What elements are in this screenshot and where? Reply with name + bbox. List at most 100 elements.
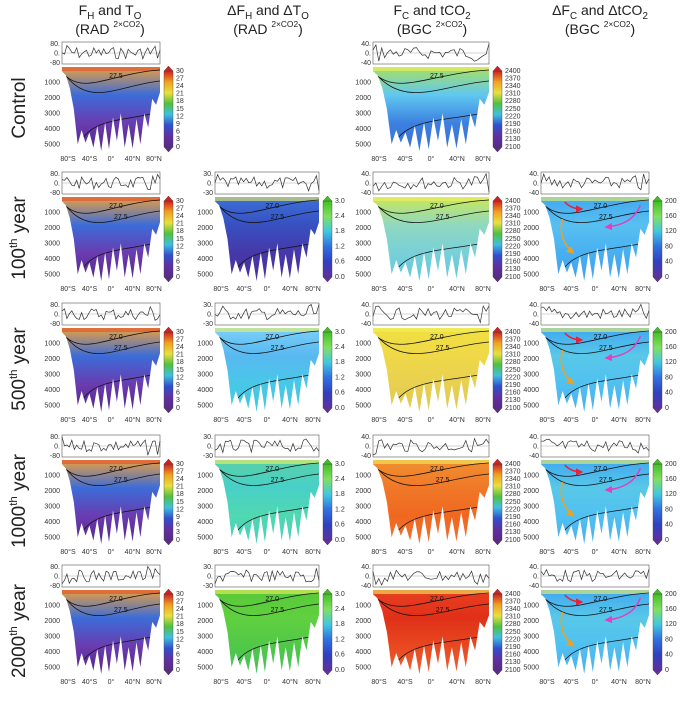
colorbar-tick-label: 2250: [505, 236, 521, 243]
colorbar-tick-label: 21: [176, 484, 184, 491]
colorbar-cap: [492, 65, 503, 72]
colorbar-tick-label: 2310: [505, 614, 521, 621]
text-part: (RAD: [75, 21, 113, 37]
colorbar: [163, 331, 174, 409]
depth-tick-label: 2000: [197, 225, 213, 232]
contour: [215, 330, 319, 345]
arrow: [564, 464, 584, 476]
colorbar-tick-label: 2220: [505, 243, 521, 250]
colorbar-cap: [652, 669, 663, 676]
lat-tick-label: 40°N: [125, 678, 141, 686]
colorbar-tick-label: 2220: [505, 636, 521, 643]
contour: [219, 469, 319, 486]
colorbar-tick-label: 2130: [505, 397, 521, 404]
flux-tick-label: -80: [50, 453, 60, 460]
colorbar-tick-label: 30: [176, 591, 184, 598]
flux-tick-label: -40: [361, 583, 371, 590]
colorbar-tick-label: 200: [665, 198, 677, 205]
contour-label: 27.0: [430, 203, 444, 210]
lat-tick-label: 80°N: [146, 678, 162, 686]
lat-tick-label: 80°N: [635, 548, 651, 556]
colorbar-cap: [492, 146, 503, 153]
colorbar-tick-label: 3: [176, 266, 180, 273]
flux-tick-label: -40: [529, 453, 539, 460]
flux-tick-label: 30.: [203, 171, 213, 178]
lat-tick-label: 40°S: [82, 678, 98, 686]
colorbar-cap: [652, 276, 663, 283]
lat-tick-label: 40°N: [449, 285, 465, 293]
depth-tick-label: 2000: [523, 488, 539, 495]
depth-tick-label: 1000: [523, 602, 539, 609]
flux-tick-label: -40: [529, 190, 539, 197]
colorbar-tick-label: 21: [176, 221, 184, 228]
flux-tick-label: 0.: [533, 443, 539, 450]
depth-tick-label: 3000: [355, 504, 371, 511]
depth-tick-label: 3000: [523, 634, 539, 641]
colorbar: [163, 200, 174, 278]
text-part: year: [9, 453, 30, 496]
depth-tick-label: 5000: [523, 665, 539, 672]
contour: [219, 599, 319, 616]
colorbar-tick-label: 2340: [505, 344, 521, 351]
colorbar-tick-label: 27: [176, 598, 184, 605]
colorbar-tick-label: 2190: [505, 251, 521, 258]
flux-tick-label: 0.: [533, 311, 539, 318]
colorbar-tick-label: 18: [176, 98, 184, 105]
flux-tick-label: 0.: [365, 573, 371, 580]
colorbar-tick-label: 2250: [505, 629, 521, 636]
text-part: H: [245, 11, 252, 22]
depth-tick-label: 4000: [197, 519, 213, 526]
colorbar-cap: [322, 326, 333, 333]
colorbar-tick-label: 80: [665, 374, 673, 381]
depth-tick-label: 3000: [44, 634, 60, 641]
contour-label: 27.5: [599, 345, 613, 352]
lat-tick-label: 0°: [264, 678, 271, 686]
colorbar-tick-label: 9: [176, 121, 180, 128]
lat-tick-label: 40°N: [611, 416, 627, 424]
depth-tick-label: 5000: [355, 142, 371, 149]
colorbar-tick-label: 3.0: [335, 591, 345, 598]
colorbar: [652, 200, 663, 278]
colorbar-cap: [322, 539, 333, 546]
arrow: [604, 335, 642, 362]
arrow: [604, 204, 642, 231]
depth-tick-label: 3000: [355, 241, 371, 248]
colorbar-tick-label: 30: [176, 329, 184, 336]
contour-label: 27.5: [436, 214, 450, 221]
flux-tick-label: 40.: [361, 564, 371, 571]
lat-tick-label: 80°N: [146, 548, 162, 556]
arrow: [560, 481, 575, 517]
colorbar-tick-label: 2250: [505, 367, 521, 374]
flux-line: [61, 436, 161, 456]
contour: [378, 76, 489, 93]
colorbar-tick-label: 27: [176, 205, 184, 212]
colorbar-tick-label: 0.6: [335, 652, 345, 659]
flux-line: [61, 565, 161, 585]
colorbar-tick-label: 0.0: [335, 667, 345, 674]
text-part: 100: [9, 248, 30, 280]
surface-band: [62, 590, 160, 594]
surface-band: [541, 590, 649, 594]
flux-tick-label: 0.: [533, 180, 539, 187]
text-part: H: [87, 11, 94, 22]
lat-tick-label: 40°S: [82, 155, 98, 163]
flux-line: [214, 303, 320, 321]
flux-tick-label: 0.: [54, 180, 60, 187]
colorbar-tick-label: 2220: [505, 113, 521, 120]
depth-tick-label: 5000: [44, 665, 60, 672]
depth-tick-label: 5000: [523, 403, 539, 410]
depth-tick-label: 2000: [523, 618, 539, 625]
colorbar-tick-label: 18: [176, 359, 184, 366]
flux-line: [540, 568, 650, 583]
colorbar-tick-label: 2340: [505, 476, 521, 483]
flux-tick-label: -30: [203, 321, 213, 328]
text-part: 2×CO2: [113, 19, 140, 29]
lat-tick-label: 80°S: [539, 548, 555, 556]
text-part: 2×CO2: [604, 19, 631, 29]
surface-band: [215, 460, 319, 464]
colorbar-tick-label: 3.0: [335, 329, 345, 336]
depth-tick-label: 4000: [355, 126, 371, 133]
colorbar-tick-label: 2280: [505, 491, 521, 498]
text-part: (RAD: [233, 21, 271, 37]
contour: [219, 206, 319, 223]
